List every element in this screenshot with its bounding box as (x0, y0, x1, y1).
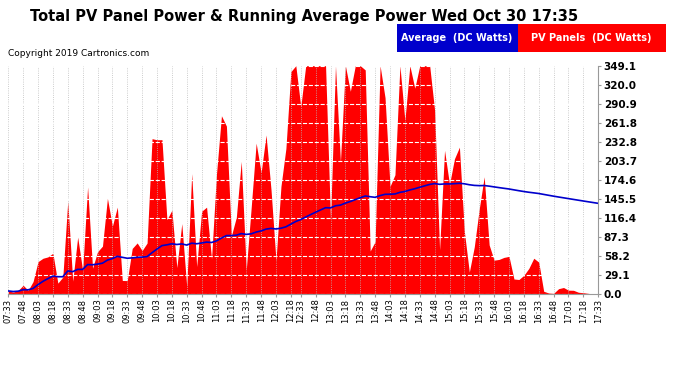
Text: Total PV Panel Power & Running Average Power Wed Oct 30 17:35: Total PV Panel Power & Running Average P… (30, 9, 578, 24)
Text: Copyright 2019 Cartronics.com: Copyright 2019 Cartronics.com (8, 49, 150, 58)
Text: PV Panels  (DC Watts): PV Panels (DC Watts) (531, 33, 652, 43)
Text: Average  (DC Watts): Average (DC Watts) (402, 33, 513, 43)
